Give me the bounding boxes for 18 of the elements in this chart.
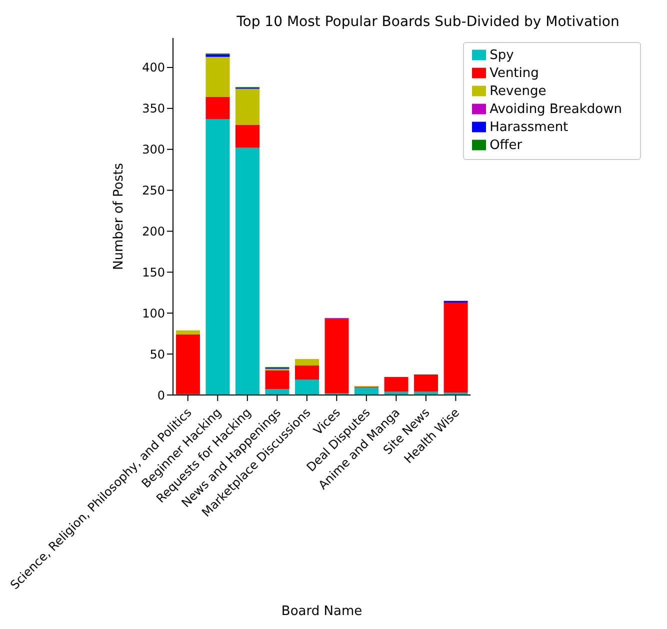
y-tick-label: 100: [142, 306, 165, 320]
legend-label: Offer: [490, 138, 522, 153]
y-axis-title: Number of Posts: [112, 162, 127, 270]
y-tick-label: 300: [142, 142, 165, 157]
legend-label: Spy: [490, 48, 514, 63]
legend-label: Revenge: [490, 84, 546, 99]
legend-label: Venting: [490, 66, 539, 81]
legend-label: Harassment: [490, 120, 568, 135]
y-tick-label: 200: [142, 224, 165, 238]
y-tick-label: 350: [142, 102, 165, 116]
x-axis-title: Board Name: [281, 604, 362, 619]
y-tick-label: 250: [142, 184, 165, 198]
y-tick-label: 0: [157, 388, 165, 402]
chart-title: Top 10 Most Popular Boards Sub-Divided by Motivation: [236, 14, 620, 30]
y-tick-label: 400: [142, 60, 165, 75]
y-tick-label: 50: [150, 347, 165, 362]
legend-label: Avoiding Breakdown: [490, 102, 622, 117]
y-tick-label: 150: [142, 265, 165, 280]
